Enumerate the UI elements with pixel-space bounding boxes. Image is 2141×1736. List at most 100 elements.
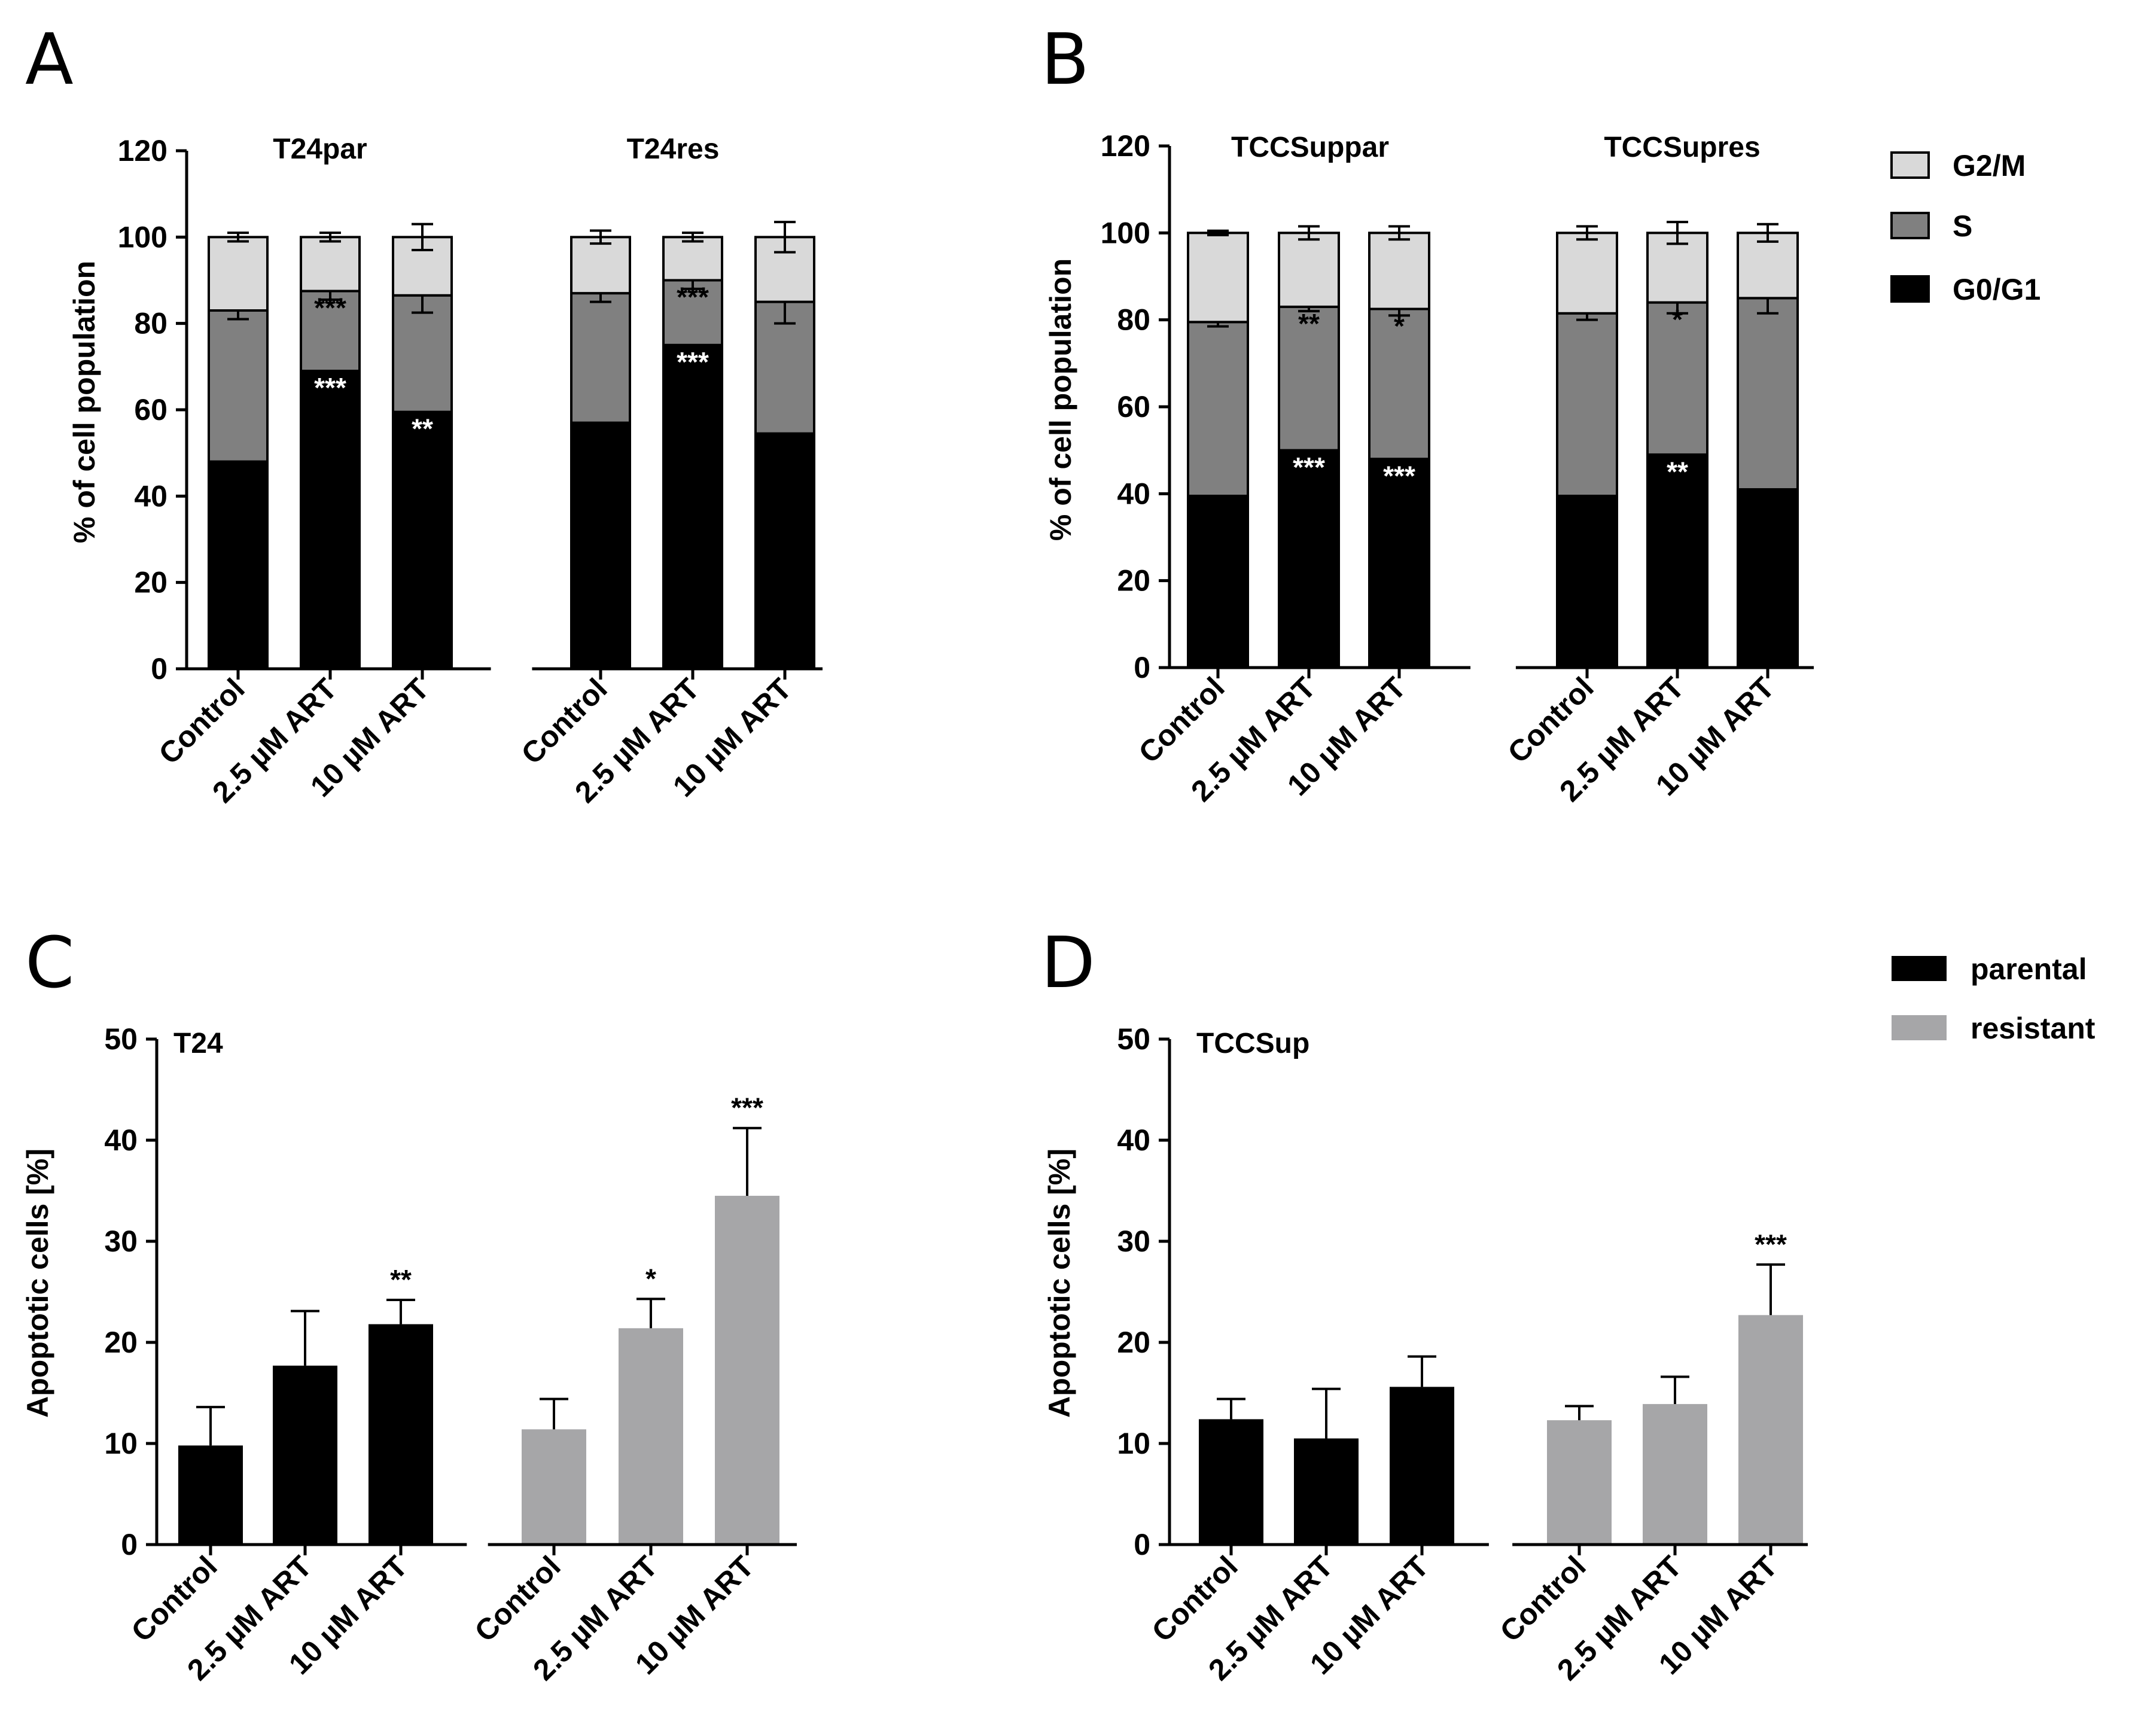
legend-label-resistant: resistant (1971, 1012, 2096, 1045)
bar-g2m-1 (208, 236, 269, 312)
chart-b-group-title-2: TCCSupres (1604, 132, 1760, 163)
y-tick-label: 0 (151, 652, 167, 686)
bar-g0g1-2 (300, 370, 361, 670)
bar-resistant-6 (1738, 1315, 1803, 1545)
y-tick-label: 10 (104, 1427, 138, 1460)
y-tick-label: 0 (1134, 1528, 1150, 1561)
bar-parental-3 (368, 1324, 433, 1545)
y-tick-label: 80 (1117, 303, 1150, 337)
legend-swatch-parental (1892, 956, 1947, 981)
significance-marker: *** (677, 346, 709, 377)
y-tick-label: 40 (104, 1123, 138, 1157)
chart-c-title: T24 (173, 1028, 223, 1059)
bar-s-4 (1556, 312, 1618, 497)
bar-resistant-4 (1547, 1420, 1612, 1545)
y-tick-label: 120 (1101, 129, 1150, 163)
panel-label-d: D (1041, 921, 1095, 1004)
bar-g0g1-6 (754, 432, 815, 670)
bar-parental-1 (1199, 1419, 1263, 1545)
significance-marker: *** (731, 1092, 763, 1123)
legend-label-parental: parental (1971, 952, 2087, 986)
bar-resistant-5 (1643, 1404, 1707, 1545)
legend-label-g0g1: G0/G1 (1953, 273, 2041, 306)
bar-s-3 (392, 294, 453, 413)
panel-label-b: B (1041, 18, 1089, 100)
bar-parental-1 (178, 1445, 243, 1545)
y-tick-label: 0 (121, 1528, 138, 1561)
y-tick-label: 80 (134, 307, 167, 340)
bar-g0g1-5 (662, 343, 723, 670)
bar-s-3 (1368, 307, 1430, 461)
bar-g0g1-4 (1556, 494, 1618, 669)
legend-label-g2m: G2/M (1953, 149, 2026, 182)
bar-g0g1-1 (1187, 494, 1249, 669)
chart-a-group-title-2: T24res (627, 133, 720, 165)
bar-g2m-3 (1368, 232, 1430, 310)
bar-s-1 (208, 309, 269, 463)
bar-s-4 (570, 292, 631, 424)
bar-g0g1-3 (392, 410, 453, 670)
bar-resistant-4 (522, 1429, 586, 1545)
significance-marker: * (1672, 304, 1683, 335)
chart-c-y-label: Apoptotic cells [%] (21, 1149, 54, 1418)
y-tick-label: 30 (1117, 1225, 1150, 1258)
bar-g2m-4 (570, 236, 631, 295)
bar-g2m-4 (1556, 232, 1618, 315)
y-tick-label: 10 (1117, 1427, 1150, 1460)
chart-d-title: TCCSup (1196, 1028, 1309, 1059)
bar-g2m-1 (1187, 232, 1249, 324)
y-tick-label: 30 (104, 1225, 138, 1258)
bar-g0g1-4 (570, 421, 631, 671)
significance-marker: ** (390, 1264, 412, 1295)
bar-parental-2 (1294, 1438, 1359, 1545)
bar-parental-2 (273, 1365, 337, 1545)
chart-b-y-label: % of cell population (1044, 258, 1077, 541)
bar-g0g1-5 (1646, 453, 1708, 669)
chart-d-y-label: Apoptotic cells [%] (1043, 1149, 1076, 1418)
legend-swatch-g0g1 (1890, 275, 1930, 303)
significance-marker: *** (1383, 461, 1415, 492)
bar-s-5 (662, 279, 723, 346)
bar-g2m-5 (662, 236, 723, 282)
y-tick-label: 50 (1117, 1022, 1150, 1056)
legend-swatch-s (1890, 212, 1930, 239)
significance-marker: ** (1667, 456, 1688, 487)
legend-swatch-resistant (1892, 1015, 1947, 1040)
significance-marker: * (645, 1263, 656, 1294)
bar-s-6 (1737, 297, 1799, 491)
bar-parental-3 (1390, 1387, 1454, 1545)
y-tick-label: 60 (1117, 390, 1150, 424)
y-tick-label: 20 (104, 1326, 138, 1359)
panel-label-c: C (25, 921, 74, 1004)
bar-s-2 (1278, 305, 1340, 452)
y-tick-label: 40 (1117, 477, 1150, 510)
chart-a-group-title-1: T24par (273, 133, 367, 165)
bar-s-2 (300, 290, 361, 373)
significance-marker: *** (1755, 1229, 1787, 1260)
bar-g2m-6 (1737, 232, 1799, 300)
legend-swatch-g2m (1890, 151, 1930, 179)
y-tick-label: 50 (104, 1022, 138, 1056)
significance-marker: *** (1293, 452, 1325, 483)
legend-cell-line: parental resistant (1892, 952, 2096, 1045)
bar-g0g1-6 (1737, 488, 1799, 669)
y-tick-label: 20 (1117, 564, 1150, 598)
y-tick-label: 120 (118, 134, 167, 167)
y-tick-label: 100 (118, 220, 167, 254)
y-tick-label: 40 (134, 479, 167, 513)
bar-resistant-6 (715, 1195, 779, 1545)
significance-marker: * (1394, 310, 1405, 342)
panel-label-a: A (25, 18, 74, 100)
chart-b-group-title-1: TCCSuppar (1231, 132, 1389, 163)
significance-marker: ** (1298, 308, 1320, 339)
y-tick-label: 0 (1134, 651, 1150, 684)
significance-marker: *** (314, 293, 346, 324)
significance-marker: *** (677, 282, 709, 313)
bar-g2m-2 (1278, 232, 1340, 308)
y-tick-label: 20 (134, 566, 167, 599)
bar-g0g1-2 (1278, 449, 1340, 669)
chart-a-y-label: % of cell population (68, 261, 101, 543)
legend-cell-cycle: G2/M S G0/G1 (1890, 149, 2041, 306)
bar-g2m-2 (300, 236, 361, 293)
